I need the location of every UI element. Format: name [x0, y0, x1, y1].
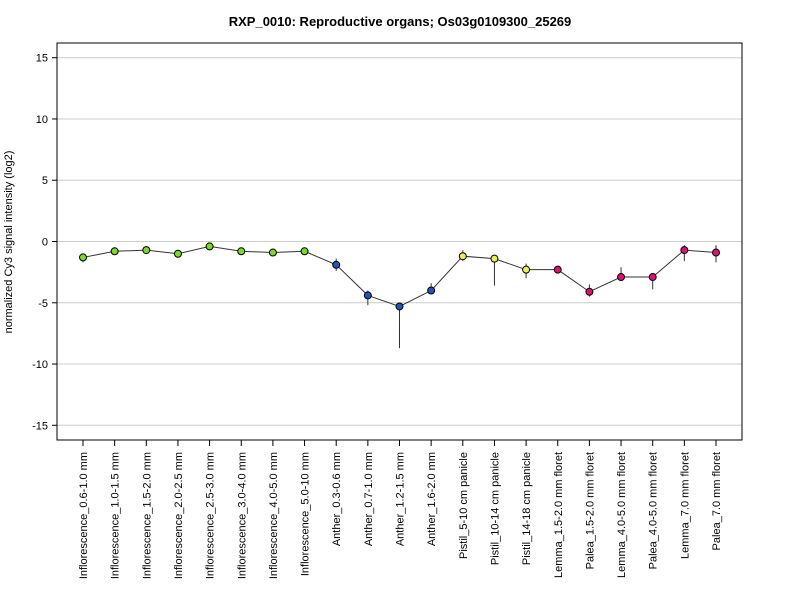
data-point — [712, 248, 720, 257]
x-tick-label: Lemma_7.0 mm floret — [679, 452, 691, 559]
y-tick-label: -15 — [32, 420, 48, 432]
x-tick-label: Inflorescence_4.0-5.0 mm — [268, 452, 280, 579]
data-point — [205, 242, 214, 251]
data-point — [680, 246, 689, 255]
y-tick-label: 5 — [42, 175, 48, 187]
y-tick-label: -5 — [38, 298, 48, 310]
data-point — [110, 247, 119, 256]
grid-lines — [57, 57, 742, 426]
x-tick-label: Anther_1.6-2.0 mm — [426, 452, 438, 546]
x-tick-label: Anther_1.2-1.5 mm — [395, 452, 407, 546]
data-point — [490, 254, 499, 263]
x-tick-label: Inflorescence_1.0-1.5 mm — [110, 452, 122, 579]
x-tick-label: Inflorescence_2.5-3.0 mm — [205, 452, 217, 579]
data-point — [522, 265, 531, 274]
data-point — [79, 253, 87, 262]
data-point — [553, 265, 562, 274]
data-series — [79, 242, 720, 349]
data-point — [173, 249, 182, 258]
data-point — [363, 291, 372, 300]
x-tick-label: Anther_0.3-0.6 mm — [331, 452, 343, 546]
x-tick-label: Pistil_14-18 cm panicle — [521, 452, 533, 565]
x-tick-label: Pistil_10-14 cm panicle — [489, 452, 501, 565]
data-point — [427, 286, 436, 295]
x-tick-label: Lemma_4.0-5.0 mm floret — [616, 452, 628, 578]
x-tick-label: Palea_7.0 mm floret — [711, 452, 723, 550]
y-tick-label: 10 — [36, 114, 48, 126]
x-tick-label: Inflorescence_3.0-4.0 mm — [236, 452, 248, 579]
data-point — [585, 287, 594, 296]
data-point — [648, 273, 657, 282]
data-point — [395, 302, 404, 311]
data-point — [458, 252, 467, 261]
x-tick-label: Inflorescence_2.0-2.5 mm — [173, 452, 185, 579]
data-point — [300, 247, 309, 256]
data-point — [142, 246, 151, 255]
chart-title: RXP_0010: Reproductive organs; Os03g0109… — [229, 14, 572, 29]
y-tick-label: -10 — [32, 359, 48, 371]
x-tick-label: Inflorescence_0.6-1.0 mm — [78, 452, 90, 579]
axes: 15 10 5 0 -5 -10 -15 Inflorescence_0.6-1.0 mm In… — [32, 53, 723, 579]
x-tick-label: Palea_4.0-5.0 mm floret — [648, 452, 660, 569]
data-point — [268, 248, 277, 257]
data-point — [237, 247, 246, 256]
data-point — [617, 273, 626, 282]
x-tick-label: Anther_0.7-1.0 mm — [363, 452, 375, 546]
x-tick-label: Lemma_1.5-2.0 mm floret — [553, 452, 565, 578]
x-tick-label: Palea_1.5-2.0 mm floret — [584, 452, 596, 569]
data-point — [332, 260, 341, 269]
y-tick-label: 15 — [36, 53, 48, 65]
x-tick-label: Pistil_5-10 cm panicle — [458, 452, 470, 559]
x-tick-label: Inflorescence_1.5-2.0 mm — [141, 452, 153, 579]
x-tick-label: Inflorescence_5.0-10 mm — [300, 452, 312, 576]
y-tick-label: 0 — [42, 237, 48, 249]
y-axis-label: normalized Cy3 signal intensity (log2) — [3, 151, 15, 334]
